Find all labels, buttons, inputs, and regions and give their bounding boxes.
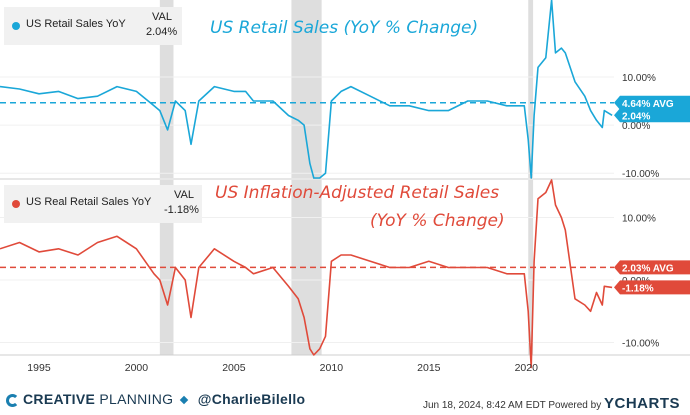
series-line-1	[0, 179, 613, 369]
x-tick-label-1: 2000	[125, 362, 149, 374]
recession-band-1-0	[291, 0, 322, 178]
value-tag-1-bg	[614, 280, 690, 295]
legend-label-retail: US Retail Sales YoY	[26, 18, 126, 30]
y-tick-label-0-0: 10.00%	[622, 73, 656, 84]
x-tick-label-5: 2020	[515, 362, 539, 374]
legend-label-real: US Real Retail Sales YoY	[26, 196, 152, 208]
author-handle[interactable]: @CharlieBilello	[197, 391, 306, 407]
recession-band-0-1	[159, 180, 174, 355]
value-tag-1: -1.18%	[622, 283, 654, 294]
separator-diamond-icon	[179, 395, 188, 405]
chart-title-retail: US Retail Sales (YoY % Change)	[210, 18, 479, 38]
ycharts-credit: Jun 18, 2024, 8:42 AM EDT Powered by YCH…	[423, 395, 680, 412]
y-tick-label-1-2: -10.00%	[622, 339, 659, 350]
legend-box-real: US Real Retail Sales YoY VAL -1.18%	[4, 185, 202, 223]
value-tag-0-bg	[614, 108, 690, 123]
x-tick-label-2: 2005	[222, 362, 246, 374]
logo-mark-icon	[6, 394, 19, 407]
x-tick-label-3: 2010	[320, 362, 344, 374]
legend-val-retail: 2.04%	[146, 26, 178, 38]
recession-band-1-1	[291, 180, 322, 355]
legend-marker-retail	[12, 22, 20, 30]
y-tick-label-0-2: -10.00%	[622, 169, 659, 180]
x-tick-label-0: 1995	[27, 362, 51, 374]
value-tag-0: 2.04%	[622, 111, 650, 122]
series-line-0	[0, 0, 613, 179]
avg-tag-1: 2.03% AVG	[622, 263, 674, 274]
recession-band-2-0	[528, 0, 534, 178]
legend-box-retail: US Retail Sales YoY VAL 2.04%	[4, 7, 182, 45]
chart-title-real: US Inflation-Adjusted Retail Sales	[215, 183, 500, 203]
creative-planning-logo: CREATIVE PLANNING @CharlieBilello	[6, 391, 305, 407]
legend-marker-real	[12, 200, 20, 208]
credit-text: Jun 18, 2024, 8:42 AM EDT Powered by	[422, 400, 602, 411]
y-tick-label-1-0: 10.00%	[622, 214, 656, 225]
avg-tag-1-bg	[614, 260, 690, 275]
y-tick-label-0-1: 0.00%	[622, 121, 650, 132]
logo-word-planning: PLANNING	[99, 391, 174, 407]
legend-val-header-real: VAL	[174, 189, 194, 201]
x-tick-label-4: 2015	[417, 362, 441, 374]
avg-tag-0-bg	[614, 95, 690, 110]
ycharts-logo[interactable]: YCHARTS	[603, 395, 680, 412]
legend-val-header-retail: VAL	[152, 11, 172, 23]
logo-word-creative: CREATIVE	[23, 391, 96, 407]
legend-val-real: -1.18%	[164, 204, 199, 216]
footer: CREATIVE PLANNING @CharlieBilello Jun 18…	[0, 383, 690, 415]
avg-tag-0: 4.64% AVG	[622, 99, 674, 110]
chart-subtitle-real: (YoY % Change)	[370, 211, 505, 231]
chart-canvas: 10.00%0.00%-10.00%4.64% AVG2.04%10.00%0.…	[0, 0, 690, 374]
